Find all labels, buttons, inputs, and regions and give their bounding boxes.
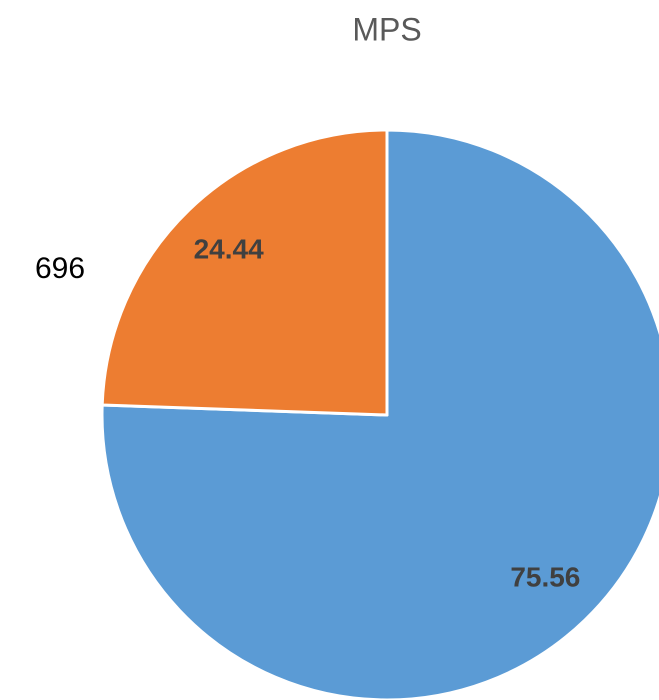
pie-slice [100, 128, 389, 417]
category-label: 696 [35, 252, 85, 285]
chart-title: MPS [352, 11, 421, 47]
value-label: 24.44 [194, 233, 264, 264]
value-label: 75.56 [510, 561, 580, 592]
